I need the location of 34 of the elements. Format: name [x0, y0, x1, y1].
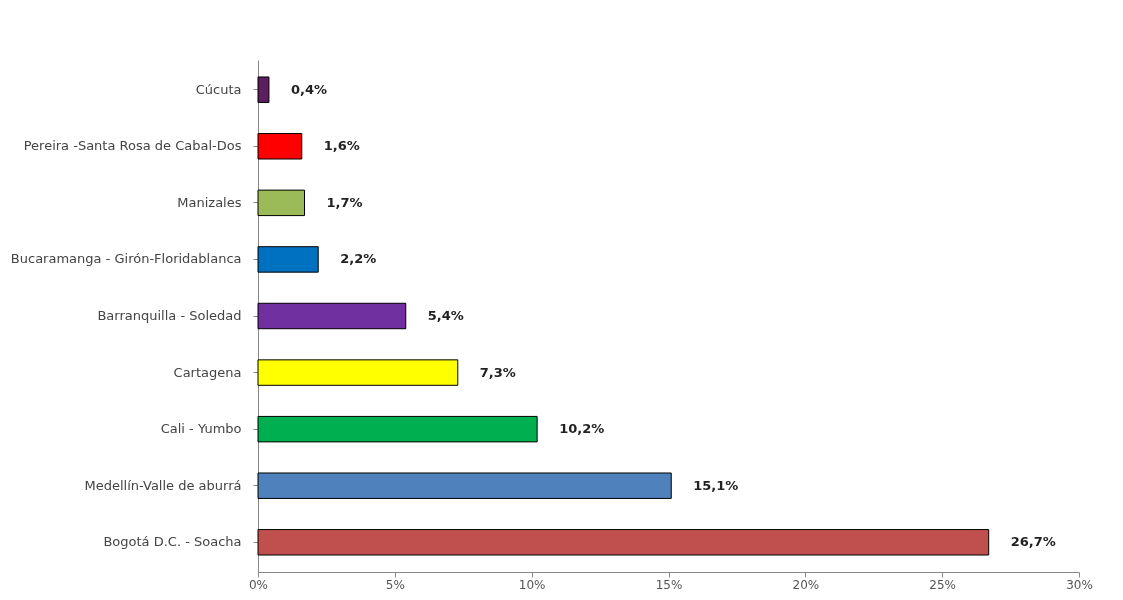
y-tick-label: Cartagena: [173, 364, 242, 380]
data-label: 5,4%: [427, 308, 464, 323]
bar: [257, 529, 990, 556]
y-tick-label: Bucaramanga - Girón-Floridablanca: [10, 251, 242, 267]
data-label: 1,7%: [326, 194, 363, 210]
y-tick-label: Manizales: [177, 194, 242, 210]
data-label: 2,2%: [340, 251, 377, 267]
bar: [257, 76, 270, 103]
y-tick-label: Barranquilla - Soledad: [97, 308, 242, 323]
bar: [257, 189, 306, 217]
x-tick-label: 15%: [655, 577, 683, 592]
bar: [257, 415, 538, 443]
data-label: 10,2%: [559, 421, 605, 437]
y-tick-label: Cali - Yumbo: [160, 421, 242, 437]
y-tick-label: Bogotá D.C. - Soacha: [103, 534, 242, 550]
bar: [257, 359, 459, 386]
x-tick-label: 20%: [792, 577, 820, 592]
data-label: 7,3%: [479, 364, 516, 380]
bar: [257, 472, 672, 499]
data-label: 26,7%: [1010, 534, 1056, 550]
x-tick-label: 0%: [248, 577, 269, 592]
x-tick-label: 25%: [929, 577, 956, 592]
x-tick-label: 30%: [1066, 577, 1093, 592]
data-label: 0,4%: [290, 81, 328, 97]
bar: [257, 133, 303, 160]
bar: [257, 246, 319, 273]
x-tick-label: 5%: [385, 577, 405, 592]
y-tick-label: Cúcuta: [195, 81, 242, 97]
y-tick-label: Pereira -Santa Rosa de Cabal-Dos: [23, 138, 242, 154]
data-label: 1,6%: [323, 138, 360, 154]
x-tick-label: 10%: [518, 577, 546, 592]
bar: [257, 302, 407, 330]
y-tick-label: Medellín-Valle de aburrá: [84, 477, 242, 493]
data-label: 15,1%: [693, 477, 739, 493]
